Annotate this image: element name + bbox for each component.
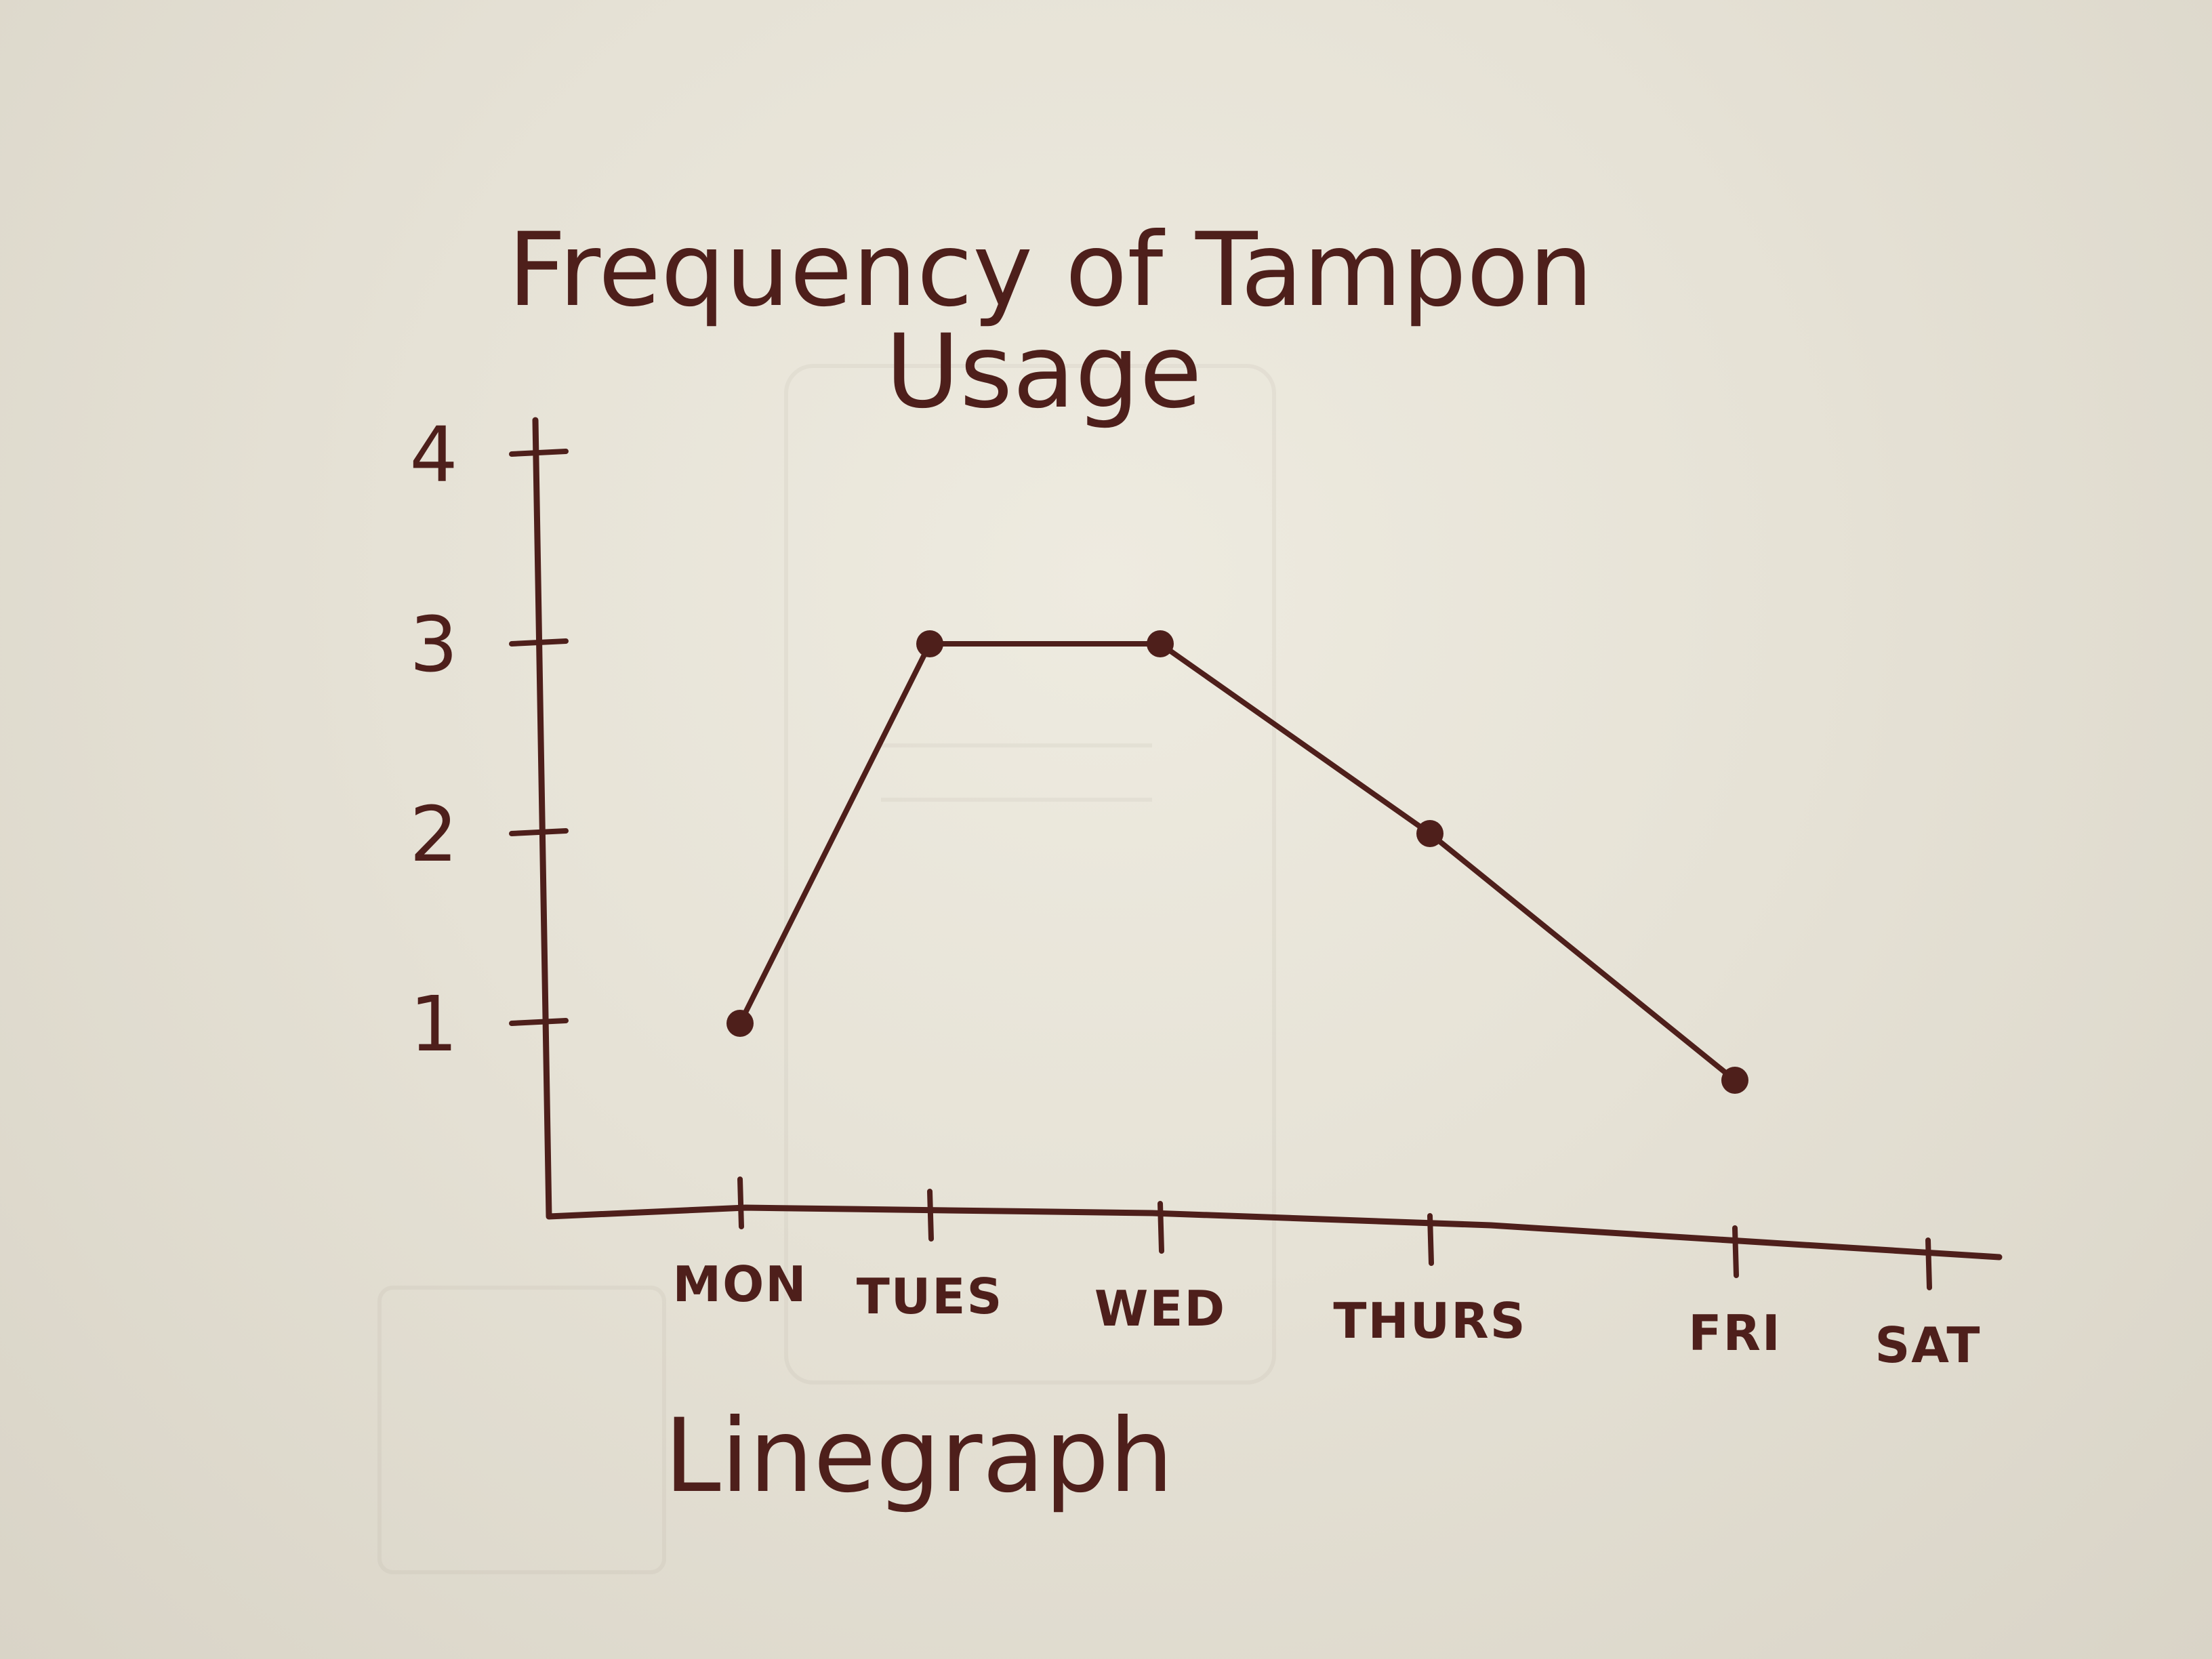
x-tick-mark — [1427, 1213, 1434, 1266]
series-path — [737, 641, 1738, 1083]
board-smudges — [377, 364, 1276, 1574]
x-tick-mark — [1158, 1201, 1164, 1254]
x-tick-label: MON — [672, 1256, 807, 1313]
x-tick-label: FRI — [1688, 1305, 1781, 1361]
x-tick-label: TUES — [857, 1268, 1004, 1325]
data-point — [726, 1010, 754, 1037]
x-tick-mark — [927, 1189, 934, 1242]
x-tick-label: SAT — [1875, 1317, 1981, 1374]
y-tick-label: 1 — [409, 981, 457, 1069]
chart-caption: Linegraph — [664, 1397, 1174, 1515]
series-line — [726, 630, 1748, 1094]
axis-lines — [532, 417, 2003, 1261]
x-tick-mark — [1732, 1225, 1739, 1278]
x-tick-label: WED — [1094, 1280, 1226, 1337]
chart-title-line-2: Usage — [885, 313, 1202, 431]
data-point — [1147, 630, 1174, 657]
y-tick-mark — [509, 828, 569, 836]
x-tick-label: THURS — [1333, 1292, 1526, 1349]
x-ticks: MON TUES WED THURS FRI SAT — [672, 1176, 1981, 1374]
data-point — [1721, 1067, 1748, 1094]
y-tick-label: 3 — [409, 601, 457, 689]
data-point — [916, 630, 943, 657]
y-tick-label: 4 — [409, 411, 457, 499]
data-point — [1416, 820, 1443, 847]
chart-axes — [532, 417, 2003, 1261]
x-tick-mark — [1925, 1237, 1932, 1290]
y-tick-mark — [509, 449, 569, 457]
y-tick-mark — [509, 638, 569, 647]
y-ticks: 1 2 3 4 — [409, 411, 569, 1069]
y-tick-mark — [509, 1018, 569, 1026]
x-tick-mark — [737, 1176, 744, 1229]
chart-title-line-1: Frequency of Tampon — [508, 211, 1593, 329]
y-tick-label: 2 — [409, 791, 457, 879]
